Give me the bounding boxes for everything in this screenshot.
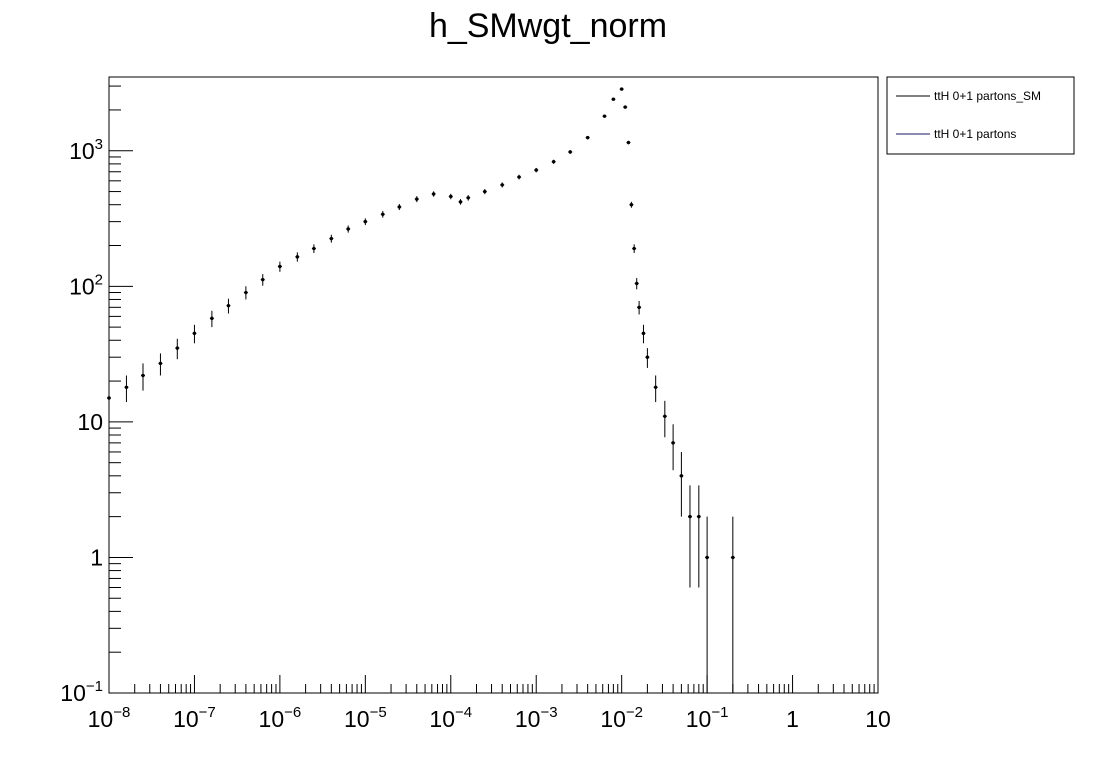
y-tick-label: 1 xyxy=(90,544,103,570)
data-point xyxy=(632,246,636,251)
chart-title: h_SMwgt_norm xyxy=(429,7,667,45)
data-point xyxy=(346,227,350,231)
y-axis: 10−1 1 10 102 103 xyxy=(60,85,133,706)
data-point xyxy=(483,189,487,194)
data-point xyxy=(295,255,300,259)
data-point xyxy=(312,246,316,251)
data-point xyxy=(671,441,675,445)
data-point xyxy=(210,316,214,321)
x-tick-label: 10−4 xyxy=(429,704,472,732)
data-point xyxy=(192,331,197,336)
data-point xyxy=(629,202,634,207)
data-point xyxy=(637,305,641,310)
data-point xyxy=(226,303,231,308)
data-point xyxy=(381,212,385,216)
data-point xyxy=(107,396,111,400)
legend-box xyxy=(886,76,1075,155)
legend-label-partons: ttH 0+1 partons xyxy=(934,127,1016,141)
x-tick-label: 10−8 xyxy=(88,704,131,732)
data-point xyxy=(641,331,646,336)
x-tick-label: 1 xyxy=(786,706,799,732)
data-point xyxy=(124,385,129,389)
x-tick-label: 10−5 xyxy=(344,704,387,732)
data-point xyxy=(611,97,616,101)
data-point xyxy=(602,114,607,118)
data-point xyxy=(431,192,436,196)
data-point xyxy=(679,474,684,478)
data-point xyxy=(585,135,590,140)
plot-frame xyxy=(108,76,879,694)
data-point xyxy=(653,385,658,389)
data-point xyxy=(458,200,463,204)
data-point xyxy=(623,105,627,109)
series-0 xyxy=(107,87,735,693)
x-tick-label: 10−7 xyxy=(173,704,216,732)
x-tick-label: 10−6 xyxy=(259,704,302,732)
data-point xyxy=(244,290,248,295)
x-tick-label: 10−3 xyxy=(515,704,558,732)
y-tick-label: 10−1 xyxy=(60,678,103,706)
data-point xyxy=(619,87,624,91)
data-point xyxy=(449,194,453,199)
data-point xyxy=(663,414,667,418)
data-point xyxy=(731,555,735,560)
x-tick-label: 10 xyxy=(865,706,891,732)
data-point xyxy=(329,236,334,241)
legend-label-sm: ttH 0+1 partons_SM xyxy=(934,89,1041,103)
data-point xyxy=(517,175,521,179)
data-point xyxy=(645,355,650,359)
data-point xyxy=(415,197,419,201)
data-point xyxy=(705,555,709,560)
data-point xyxy=(688,514,692,519)
series-layer xyxy=(107,87,735,693)
data-point xyxy=(551,160,556,164)
data-point xyxy=(697,514,701,519)
x-tick-label: 10−1 xyxy=(686,704,729,732)
data-point xyxy=(635,281,639,286)
x-tick-label: 10−2 xyxy=(600,704,643,732)
data-point xyxy=(534,168,538,172)
data-point xyxy=(363,219,368,224)
data-point xyxy=(278,264,282,269)
y-tick-label: 10 xyxy=(77,409,103,435)
data-point xyxy=(500,183,504,187)
data-point xyxy=(626,140,631,145)
data-point xyxy=(397,205,402,209)
y-tick-label: 103 xyxy=(69,136,103,164)
legend: ttH 0+1 partons_SM ttH 0+1 partons xyxy=(886,76,1075,155)
data-point xyxy=(175,346,179,350)
data-point xyxy=(568,150,572,154)
data-point xyxy=(158,361,163,366)
y-tick-label: 102 xyxy=(69,271,103,299)
data-point xyxy=(466,196,470,200)
x-axis: 10−8 10−7 10−6 10−5 10−4 10−3 10−2 10−1 1 10 xyxy=(88,675,891,732)
data-point xyxy=(261,277,265,282)
data-point xyxy=(141,373,145,378)
